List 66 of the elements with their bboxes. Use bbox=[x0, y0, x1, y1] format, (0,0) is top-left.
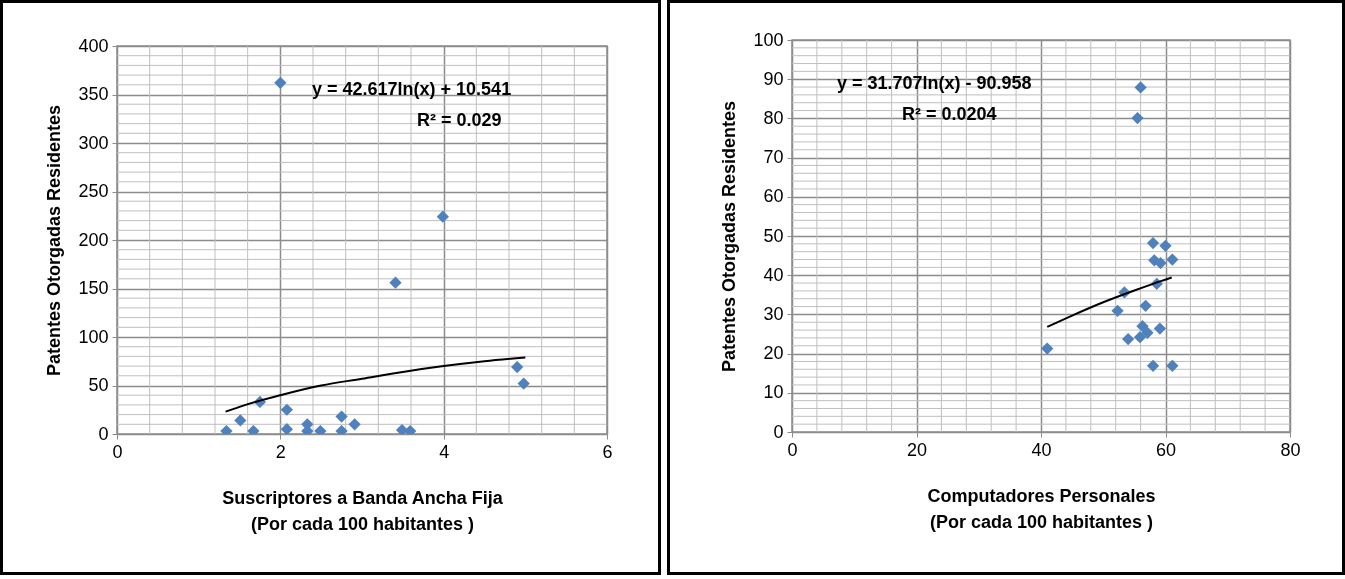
y-tick-label: 200 bbox=[78, 229, 109, 250]
y-tick-label: 10 bbox=[763, 382, 784, 403]
point bbox=[517, 377, 530, 390]
point bbox=[1139, 299, 1152, 312]
point bbox=[335, 410, 348, 423]
line-series bbox=[1046, 276, 1173, 328]
annotation: R² = 0.0204 bbox=[902, 104, 997, 124]
x-tick-label: 40 bbox=[1031, 439, 1052, 460]
y-tick-label: 150 bbox=[78, 278, 109, 298]
annotation: R² = 0.029 bbox=[417, 110, 502, 130]
x-axis-title: Computadores Personales (Por cada 100 habitantes ) bbox=[927, 485, 1156, 532]
y-tick-label: 0 bbox=[773, 421, 784, 442]
y-tick-label: 250 bbox=[78, 181, 109, 201]
point bbox=[1146, 359, 1160, 372]
point bbox=[1146, 236, 1160, 250]
y-tick-label: 100 bbox=[78, 326, 109, 347]
y-tick-label: 60 bbox=[763, 186, 784, 207]
point bbox=[280, 403, 293, 416]
point bbox=[436, 210, 449, 223]
y-tick-label: 80 bbox=[763, 107, 784, 128]
point bbox=[1111, 304, 1124, 317]
point bbox=[348, 418, 361, 431]
y-tick-label: 50 bbox=[88, 375, 109, 395]
x-tick-label: 20 bbox=[906, 439, 928, 460]
point bbox=[1153, 322, 1167, 335]
y-tick-label: 30 bbox=[763, 303, 784, 324]
point bbox=[1041, 342, 1054, 355]
point bbox=[1159, 239, 1172, 252]
point bbox=[1166, 359, 1179, 372]
line-series bbox=[224, 356, 527, 413]
point bbox=[511, 360, 524, 374]
y-axis-title: Patentes Otorgadas Residentes bbox=[719, 100, 740, 373]
point bbox=[395, 424, 409, 434]
x-axis-title: Suscriptores a Banda Ancha Fija (Por cada 100 habitantes ) bbox=[222, 487, 504, 534]
y-tick-label: 300 bbox=[78, 132, 109, 153]
y-tick-label: 100 bbox=[753, 29, 784, 50]
x-tick-label: 4 bbox=[439, 441, 450, 462]
y-tick-label: 50 bbox=[763, 225, 784, 246]
annotation: y = 42.617ln(x) + 10.541 bbox=[312, 79, 512, 99]
y-axis-title: Patentes Otorgadas Residentes bbox=[44, 104, 65, 377]
point bbox=[1134, 81, 1147, 94]
point bbox=[1136, 320, 1149, 333]
y-tick-label: 400 bbox=[78, 35, 109, 56]
point bbox=[1122, 332, 1135, 346]
x-tick-label: 0 bbox=[787, 439, 798, 460]
point bbox=[1154, 256, 1167, 270]
point bbox=[1131, 111, 1144, 125]
annotation: y = 31.707ln(x) - 90.958 bbox=[837, 73, 1032, 93]
x-tick-label: 60 bbox=[1155, 439, 1177, 460]
y-tick-label: 20 bbox=[763, 343, 784, 364]
x-tick-label: 6 bbox=[602, 441, 613, 462]
y-tick-label: 40 bbox=[763, 264, 784, 285]
point bbox=[234, 414, 247, 427]
x-tick-label: 2 bbox=[275, 441, 286, 462]
y-tick-label: 350 bbox=[78, 84, 109, 104]
point bbox=[389, 276, 402, 289]
x-tick-label: 80 bbox=[1280, 439, 1301, 460]
y-tick-label: 90 bbox=[763, 68, 784, 89]
y-tick-label: 0 bbox=[98, 423, 109, 444]
point bbox=[280, 423, 293, 434]
point bbox=[274, 76, 287, 89]
point bbox=[1133, 331, 1147, 344]
point bbox=[1166, 253, 1179, 266]
y-tick-label: 70 bbox=[763, 147, 784, 168]
x-tick-label: 0 bbox=[112, 441, 123, 462]
point bbox=[1141, 326, 1154, 339]
